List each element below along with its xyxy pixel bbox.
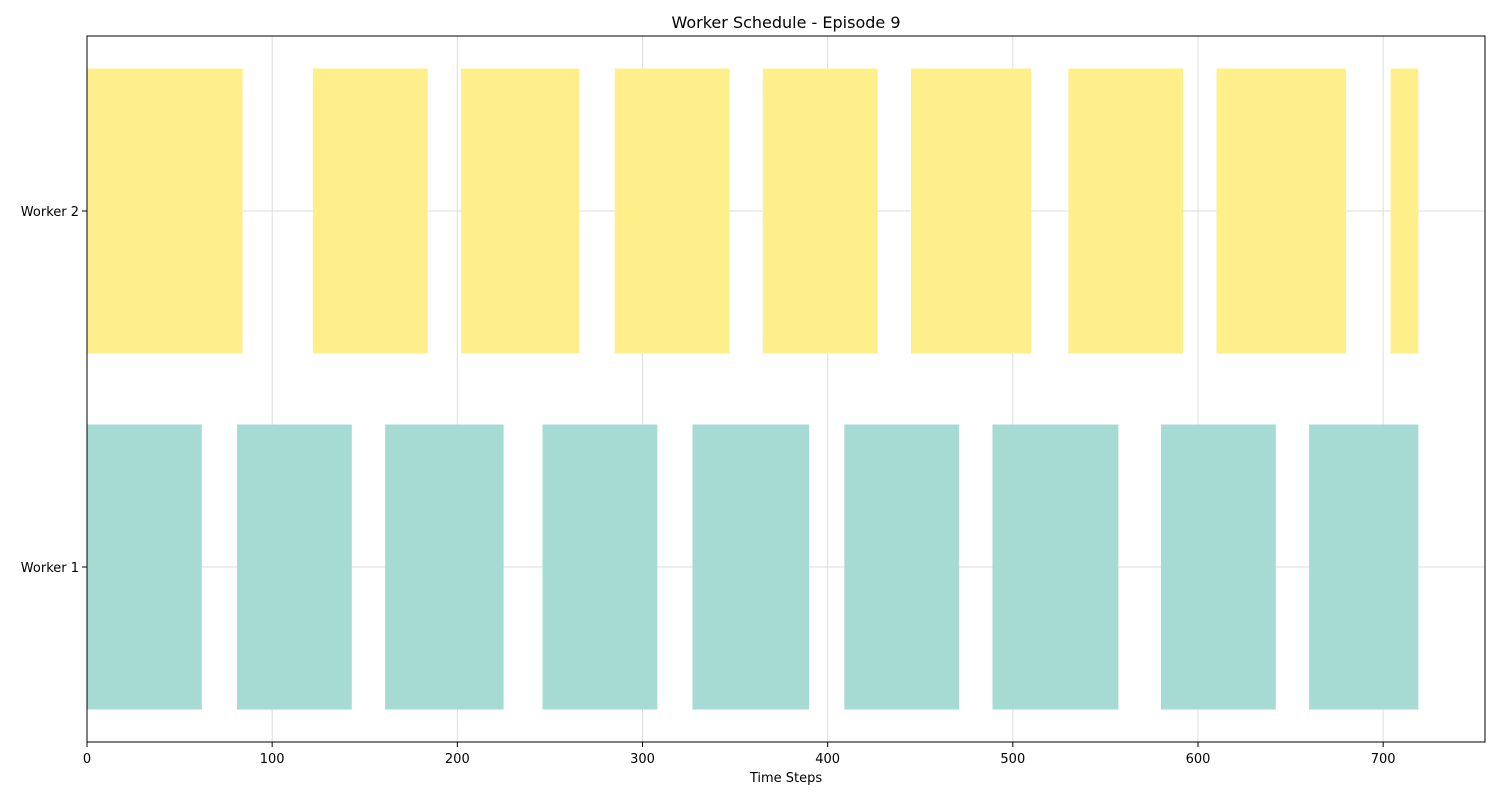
schedule-bar-worker-2	[910, 68, 1032, 354]
schedule-bar-worker-1	[1309, 424, 1419, 710]
y-axis-ticks: Worker 1 Worker 2	[21, 205, 87, 576]
schedule-bar-worker-1	[385, 424, 504, 710]
schedule-bar-worker-1	[542, 424, 658, 710]
schedule-bar-worker-1	[844, 424, 960, 710]
x-axis-ticks: 0 100 200 300 400 500 600 700	[83, 742, 1396, 767]
schedule-bar-worker-2	[1390, 68, 1419, 354]
chart-title: Worker Schedule - Episode 9	[671, 13, 900, 32]
x-tick-label: 500	[1000, 752, 1025, 767]
schedule-bar-worker-2	[1068, 68, 1184, 354]
schedule-bar-worker-1	[87, 424, 202, 710]
schedule-bar-worker-1	[236, 424, 352, 710]
plot-frame	[86, 35, 1486, 743]
y-tick-label: Worker 1	[21, 561, 79, 576]
x-tick-label: 300	[630, 752, 655, 767]
schedule-bar-worker-2	[461, 68, 580, 354]
x-axis-label: Time Steps	[749, 771, 823, 786]
schedule-bar-worker-1	[692, 424, 810, 710]
y-tick-label: Worker 2	[21, 205, 79, 220]
x-tick-label: 100	[260, 752, 285, 767]
schedule-bar-worker-2	[614, 68, 730, 354]
x-tick-label: 400	[815, 752, 840, 767]
schedule-bar-worker-1	[1160, 424, 1276, 710]
schedule-bar-worker-2	[762, 68, 878, 354]
schedule-bar-worker-2	[312, 68, 428, 354]
schedule-bar-worker-2	[87, 68, 243, 354]
x-tick-label: 200	[445, 752, 470, 767]
schedule-bar-worker-1	[992, 424, 1119, 710]
bars	[87, 68, 1419, 710]
x-tick-label: 0	[83, 752, 91, 767]
x-tick-label: 600	[1186, 752, 1211, 767]
schedule-bar-worker-2	[1216, 68, 1347, 354]
x-tick-label: 700	[1371, 752, 1396, 767]
